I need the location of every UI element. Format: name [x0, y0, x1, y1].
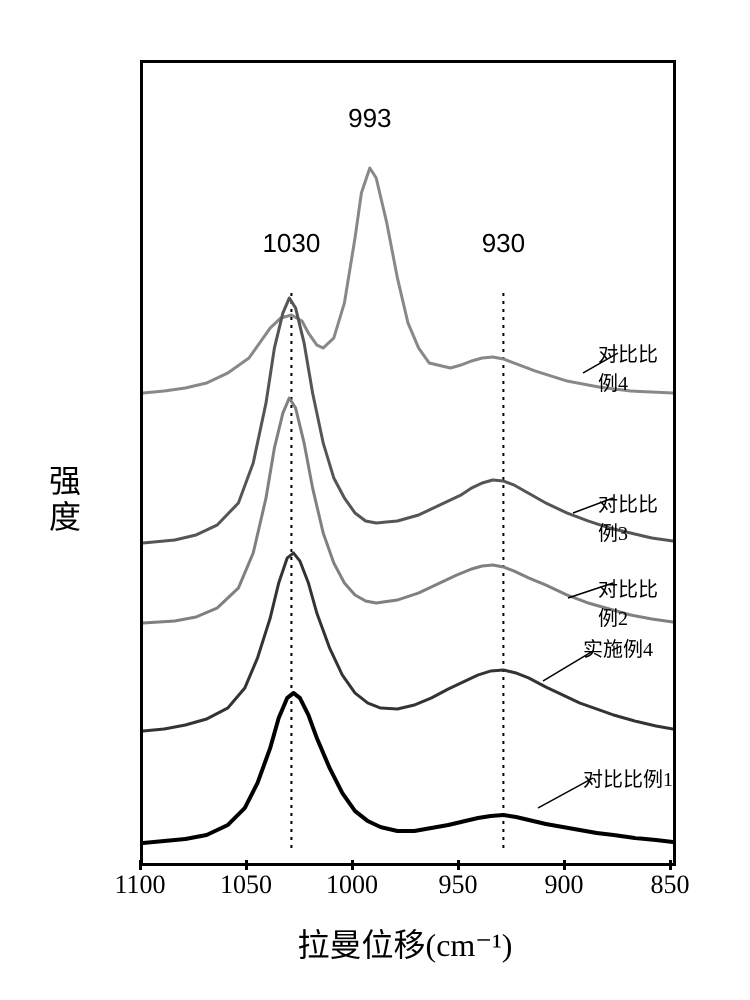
- peak-label: 993: [348, 103, 391, 134]
- series-label: 对比比例2: [598, 573, 673, 631]
- peak-label: 1030: [262, 228, 320, 259]
- spectra-svg: [143, 63, 673, 863]
- x-tick-label: 900: [545, 870, 584, 900]
- plot-area: 993 1030 930 对比比例4 对比比例3 对比比例2实施例4 对比比例1: [140, 60, 676, 866]
- x-tick-label: 1000: [326, 870, 378, 900]
- x-axis-label: 拉曼位移(cm⁻¹): [140, 920, 670, 966]
- x-tick-label: 1050: [220, 870, 272, 900]
- x-tick: [669, 860, 672, 870]
- series-label: 对比比例4: [598, 338, 673, 396]
- series-label: 实施例4: [583, 633, 653, 662]
- y-axis-label: 强度: [40, 464, 86, 536]
- raman-figure: 强度 993 1030 930 对比比例4 对比比例3 对比比例2实施例4 对比比例1 1…: [0, 0, 750, 1000]
- peak-label: 930: [482, 228, 525, 259]
- x-tick: [563, 860, 566, 870]
- x-tick-label: 1100: [114, 870, 165, 900]
- series-label: 对比比例1: [583, 763, 673, 792]
- x-tick-label: 950: [439, 870, 478, 900]
- x-tick: [457, 860, 460, 870]
- x-tick: [351, 860, 354, 870]
- x-tick: [245, 860, 248, 870]
- series-label: 对比比例3: [598, 488, 673, 546]
- x-tick: [139, 860, 142, 870]
- x-tick-label: 850: [651, 870, 690, 900]
- spectrum-curve: [143, 168, 673, 393]
- spectrum-curve: [143, 298, 673, 543]
